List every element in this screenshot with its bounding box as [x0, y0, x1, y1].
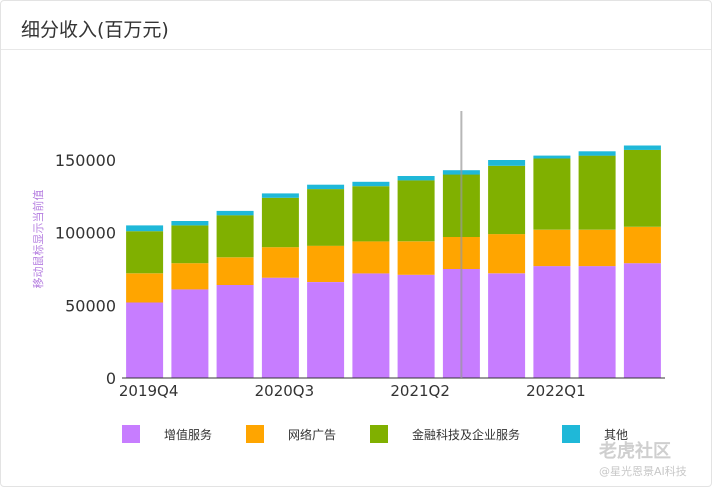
- bar-segment-3[interactable]: [397, 180, 435, 242]
- y-tick-label: 100000: [55, 224, 116, 243]
- bar-segment-4[interactable]: [307, 184, 345, 190]
- bar-segment-3[interactable]: [216, 215, 254, 258]
- legend-swatch[interactable]: [370, 425, 388, 443]
- bar-segment-2[interactable]: [397, 241, 435, 275]
- legend-swatch[interactable]: [562, 425, 580, 443]
- bar-segment-1[interactable]: [578, 266, 616, 378]
- bar-segment-4[interactable]: [352, 181, 390, 187]
- bar-segment-2[interactable]: [352, 241, 390, 274]
- bar-segment-4[interactable]: [533, 155, 571, 159]
- bar-segment-2[interactable]: [578, 229, 616, 267]
- legend-label[interactable]: 网络广告: [288, 427, 336, 442]
- bar-segment-3[interactable]: [488, 165, 526, 235]
- legend-label[interactable]: 金融科技及企业服务: [412, 427, 520, 442]
- bar-segment-4[interactable]: [171, 221, 209, 226]
- bar-segment-2[interactable]: [307, 245, 345, 282]
- y-tick-label: 150000: [55, 151, 116, 170]
- bar-segment-1[interactable]: [352, 273, 390, 378]
- y-axis-title: 移动鼠标显示当前值: [31, 190, 45, 289]
- watermark-brand: 老虎社区: [599, 441, 671, 462]
- x-tick-label: 2020Q3: [255, 382, 315, 400]
- bar-segment-1[interactable]: [397, 274, 435, 378]
- bar-segment-4[interactable]: [623, 145, 661, 150]
- bar-segment-1[interactable]: [171, 289, 209, 378]
- card-header: 细分收入(百万元): [1, 1, 711, 50]
- bar-segment-2[interactable]: [623, 226, 661, 264]
- bar-segment-1[interactable]: [261, 277, 299, 378]
- bar-segment-1[interactable]: [488, 273, 526, 378]
- bar-segment-3[interactable]: [126, 231, 164, 274]
- bar-segment-2[interactable]: [216, 257, 254, 285]
- bar-segment-1[interactable]: [307, 282, 345, 378]
- bar-segment-2[interactable]: [126, 273, 164, 303]
- bar-segment-4[interactable]: [261, 193, 299, 198]
- legend-swatch[interactable]: [246, 425, 264, 443]
- bar-segment-3[interactable]: [171, 225, 209, 264]
- bar-segment-3[interactable]: [307, 189, 345, 246]
- watermark-handle: @星光恩景AI科技: [599, 465, 687, 478]
- y-tick-label: 50000: [65, 296, 116, 315]
- card-title: 细分收入(百万元): [21, 19, 169, 41]
- bar-segment-4[interactable]: [216, 210, 254, 216]
- legend-label[interactable]: 增值服务: [164, 427, 212, 442]
- bar-segment-4[interactable]: [488, 160, 526, 166]
- bar-segment-1[interactable]: [126, 302, 164, 378]
- bar-segment-3[interactable]: [623, 149, 661, 227]
- bar-segment-1[interactable]: [623, 263, 661, 378]
- bar-segment-2[interactable]: [533, 229, 571, 267]
- legend-label[interactable]: 其他: [604, 428, 628, 442]
- bar-segment-2[interactable]: [261, 247, 299, 278]
- bar-segment-4[interactable]: [578, 151, 616, 156]
- bar-segment-4[interactable]: [126, 225, 164, 232]
- x-tick-label: 2019Q4: [119, 382, 179, 400]
- bar-segment-2[interactable]: [488, 234, 526, 274]
- bar-segment-3[interactable]: [578, 155, 616, 230]
- bar-segment-3[interactable]: [352, 186, 390, 242]
- bar-segment-3[interactable]: [533, 158, 571, 230]
- y-tick-label: 0: [106, 369, 116, 388]
- x-tick-label: 2021Q2: [390, 382, 450, 400]
- bar-segment-1[interactable]: [533, 266, 571, 378]
- legend-swatch[interactable]: [122, 425, 140, 443]
- bar-segment-4[interactable]: [397, 176, 435, 181]
- bar-segment-2[interactable]: [171, 263, 209, 290]
- bar-segment-1[interactable]: [216, 285, 254, 378]
- bar-segment-3[interactable]: [261, 197, 299, 248]
- x-tick-label: 2022Q1: [526, 382, 586, 400]
